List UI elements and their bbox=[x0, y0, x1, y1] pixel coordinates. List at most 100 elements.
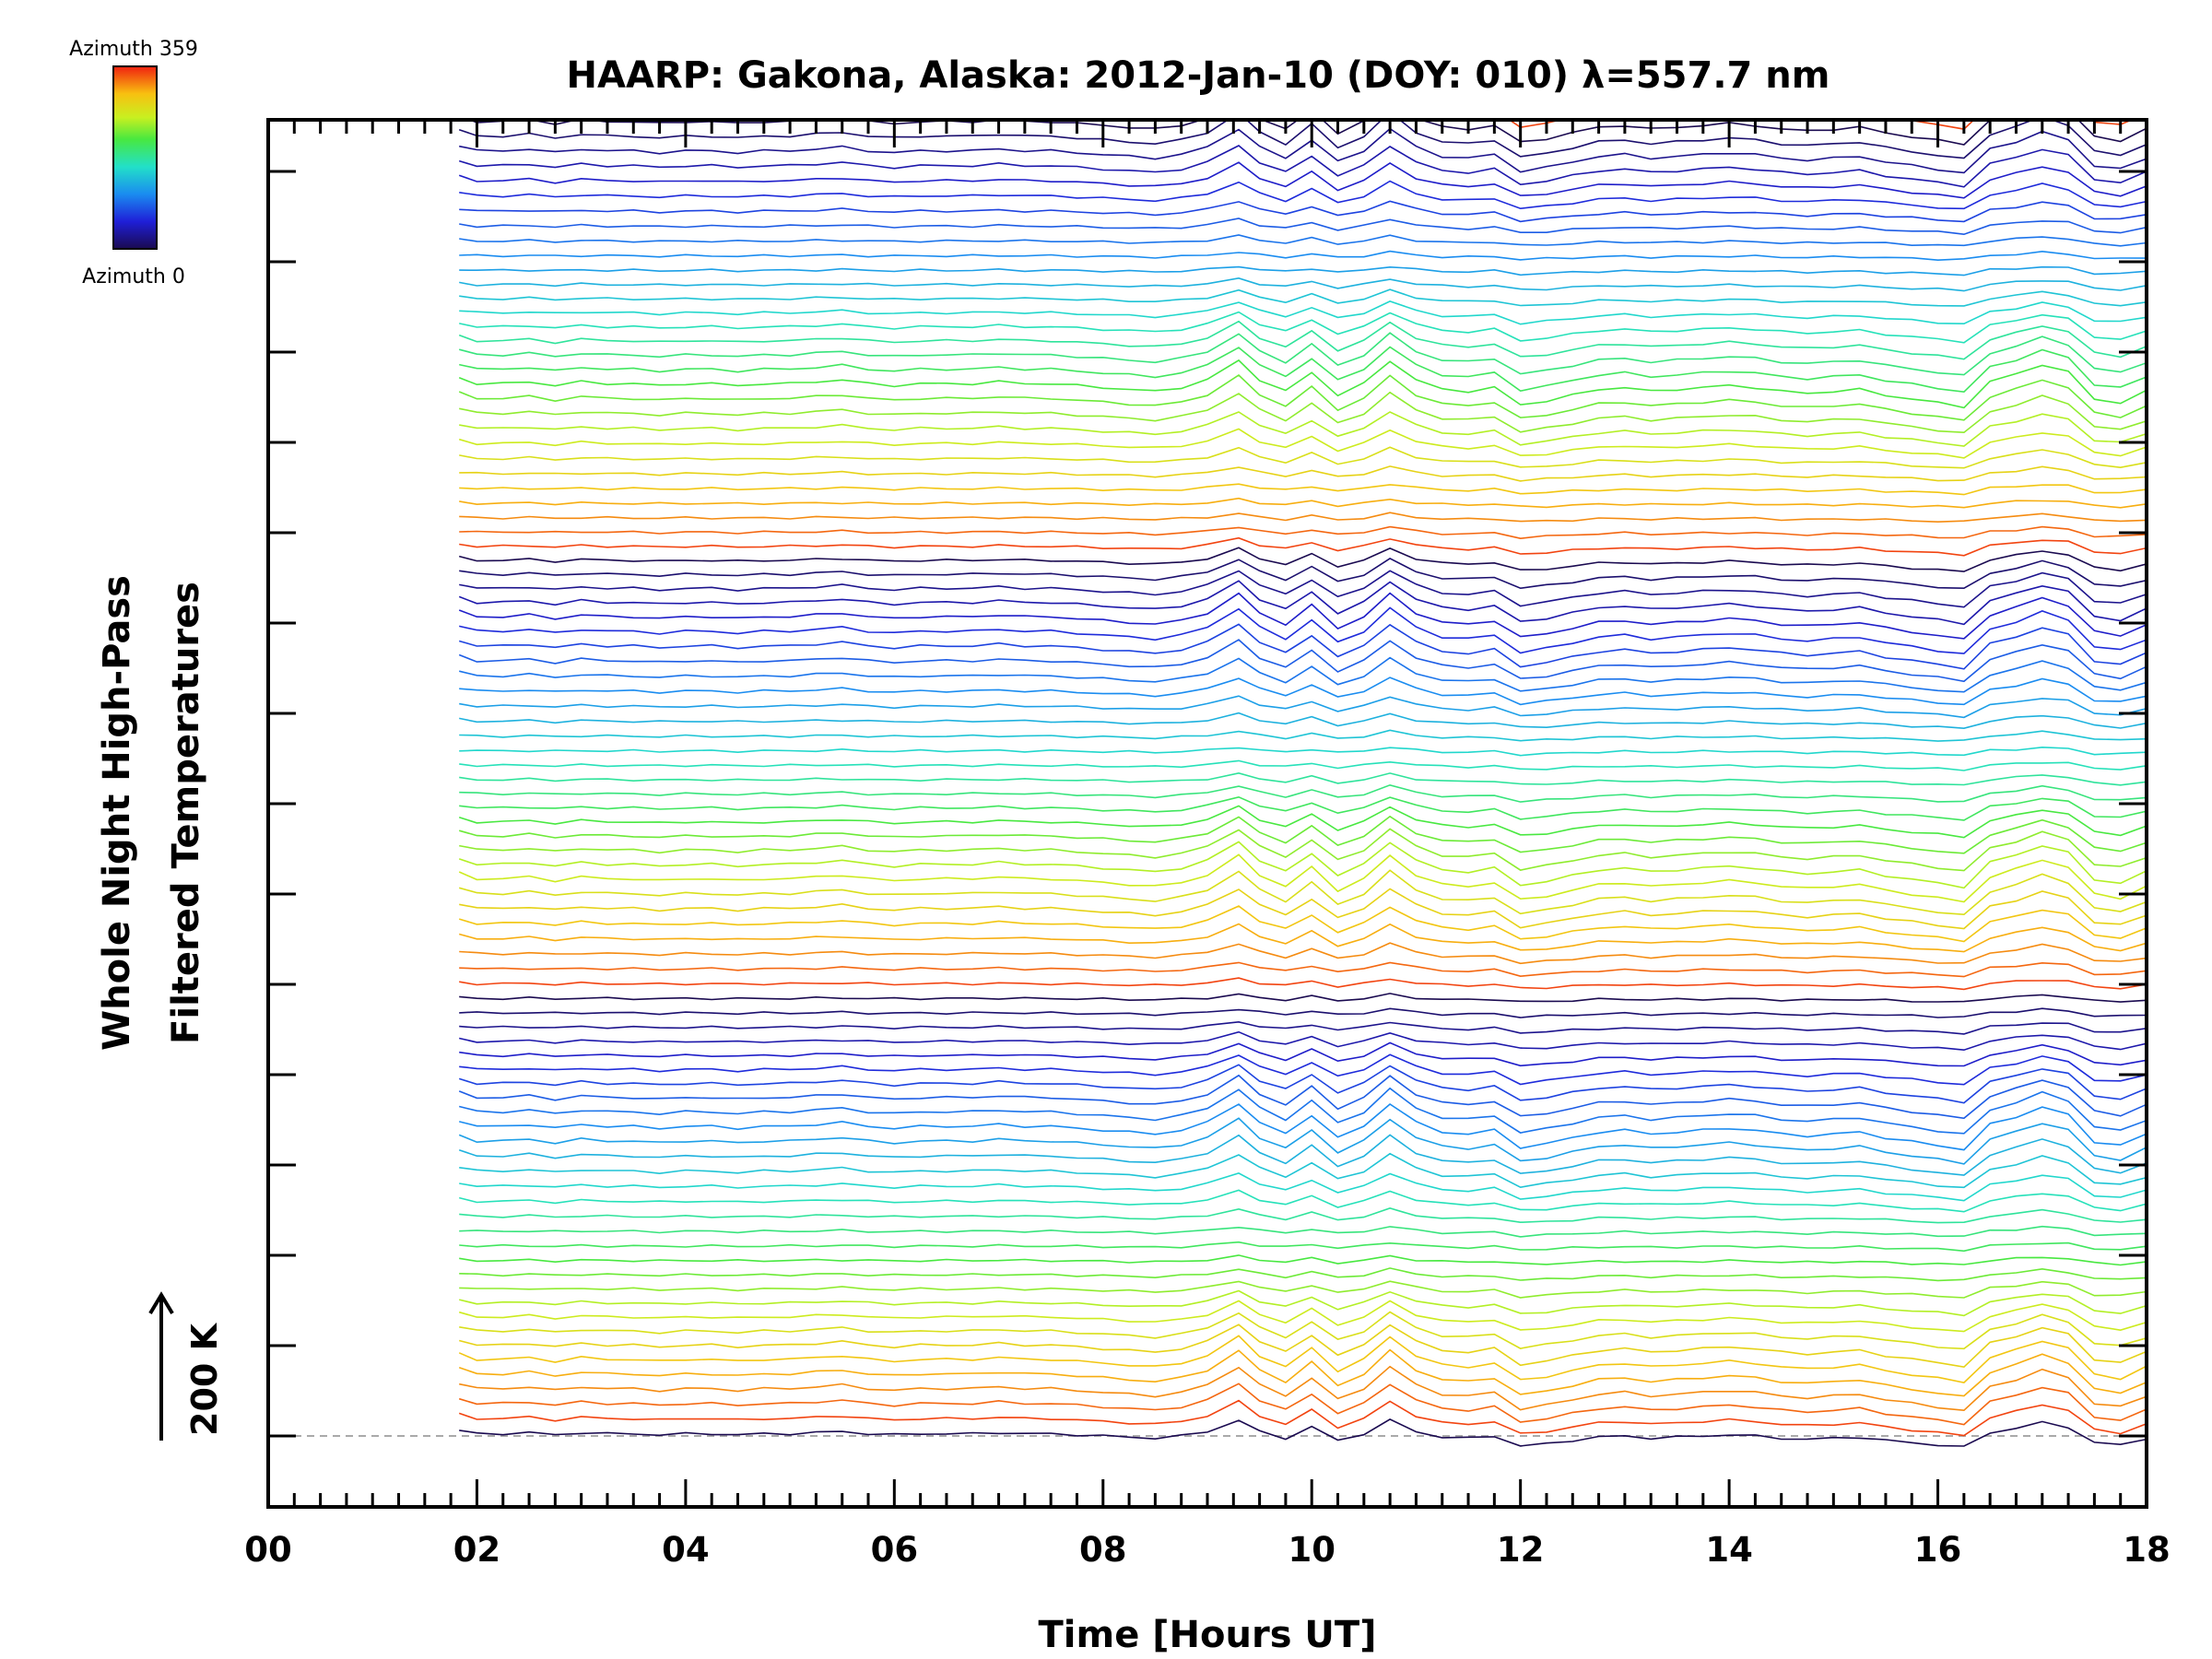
x-tick-label: 06 bbox=[871, 1530, 919, 1570]
series-line bbox=[459, 1207, 2147, 1224]
series-line bbox=[459, 1041, 2147, 1067]
x-tick-label: 14 bbox=[1705, 1530, 1753, 1570]
series-line bbox=[459, 795, 2147, 821]
series-line bbox=[458, 623, 2147, 670]
series-line bbox=[468, 120, 2147, 146]
series-line bbox=[459, 276, 2147, 292]
x-tick-label: 16 bbox=[1914, 1530, 1962, 1570]
series-line bbox=[459, 771, 2147, 786]
series-line bbox=[458, 1335, 2147, 1383]
series-line bbox=[459, 250, 2147, 262]
series-line bbox=[459, 346, 2147, 394]
series-line bbox=[459, 888, 2147, 930]
series-line bbox=[459, 234, 2147, 247]
series-line bbox=[459, 1267, 2147, 1282]
colorbar: Azimuth 359 Azimuth 0 bbox=[69, 38, 198, 288]
series-line bbox=[459, 712, 2147, 730]
series-line bbox=[459, 1189, 2147, 1213]
series-line bbox=[459, 288, 2147, 307]
series-line bbox=[459, 127, 2147, 174]
series-line bbox=[459, 977, 2147, 991]
y-axis-ticks bbox=[268, 170, 2147, 1438]
series-line bbox=[459, 465, 2147, 482]
series-line bbox=[458, 373, 2147, 421]
series-line bbox=[459, 695, 2147, 719]
series-line bbox=[459, 1254, 2147, 1266]
series-line bbox=[458, 1399, 2147, 1437]
series-line bbox=[459, 961, 2147, 978]
series-line bbox=[458, 145, 2147, 188]
series-line bbox=[459, 1103, 2147, 1151]
series-line bbox=[459, 746, 2147, 757]
scale-bar-label: 200 K bbox=[184, 1322, 225, 1436]
series-line bbox=[459, 300, 2147, 325]
series-line bbox=[459, 1053, 2147, 1086]
x-tick-label: 18 bbox=[2123, 1530, 2171, 1570]
x-tick-label: 00 bbox=[244, 1530, 292, 1570]
series-line bbox=[459, 656, 2147, 693]
series-line bbox=[459, 391, 2147, 434]
series-line bbox=[459, 1020, 2147, 1035]
y-axis-label-line-1: Whole Night High-Pass bbox=[96, 575, 138, 1051]
series-line bbox=[459, 525, 2147, 540]
colorbar-max-label: Azimuth 359 bbox=[69, 38, 198, 61]
x-tick-label: 08 bbox=[1079, 1530, 1127, 1570]
series-line bbox=[459, 497, 2147, 509]
series-line bbox=[459, 200, 2147, 223]
series-lines bbox=[458, 5, 2147, 1447]
series-line bbox=[459, 536, 2147, 557]
series-line bbox=[459, 606, 2147, 654]
series-line bbox=[458, 359, 2147, 409]
series-line bbox=[459, 5, 2147, 14]
series-line bbox=[459, 446, 2147, 469]
series-line bbox=[459, 1418, 2147, 1447]
series-line bbox=[459, 30, 2147, 42]
series-line bbox=[459, 759, 2147, 771]
series-line bbox=[459, 1152, 2147, 1189]
series-line bbox=[459, 512, 2147, 524]
series-line bbox=[458, 1134, 2147, 1176]
series-line bbox=[459, 1311, 2147, 1350]
series-line bbox=[458, 869, 2147, 916]
series-line bbox=[459, 180, 2147, 210]
y-axis-label-line-2: Filtered Temperatures bbox=[165, 582, 207, 1044]
series-line bbox=[458, 805, 2147, 839]
series-line bbox=[459, 570, 2147, 608]
series-line bbox=[459, 265, 2147, 276]
series-line bbox=[458, 332, 2147, 376]
x-axis-label: Time [Hours UT] bbox=[1039, 1614, 1377, 1656]
x-tick-label: 10 bbox=[1288, 1530, 1335, 1570]
series-line bbox=[458, 547, 2147, 572]
series-line bbox=[458, 120, 2147, 159]
series-line bbox=[458, 815, 2147, 854]
series-line bbox=[458, 1348, 2147, 1397]
x-tick-label: 02 bbox=[453, 1530, 501, 1570]
series-line bbox=[459, 1365, 2147, 1412]
series-line bbox=[459, 1241, 2147, 1253]
x-tick-label: 04 bbox=[662, 1530, 710, 1570]
series-line bbox=[458, 1324, 2147, 1369]
series-line bbox=[459, 1007, 2147, 1018]
series-line bbox=[459, 557, 2147, 590]
series-line bbox=[458, 1300, 2147, 1333]
series-line bbox=[459, 729, 2147, 742]
series-line bbox=[459, 1087, 2147, 1135]
series-line bbox=[458, 841, 2147, 889]
series-line bbox=[459, 411, 2147, 447]
series-line bbox=[459, 1289, 2147, 1317]
series-line bbox=[459, 1225, 2147, 1238]
series-line bbox=[458, 905, 2147, 943]
series-line bbox=[458, 320, 2147, 360]
series-line bbox=[458, 639, 2147, 683]
series-line bbox=[459, 1280, 2147, 1299]
series-line bbox=[459, 483, 2147, 496]
series-line bbox=[458, 161, 2147, 199]
colorbar-min-label: Azimuth 0 bbox=[82, 265, 185, 288]
series-line bbox=[459, 218, 2147, 236]
series-line bbox=[458, 1382, 2147, 1426]
series-line bbox=[458, 923, 2147, 953]
series-line bbox=[459, 942, 2147, 965]
series-line bbox=[458, 1064, 2147, 1104]
series-line bbox=[459, 1172, 2147, 1202]
